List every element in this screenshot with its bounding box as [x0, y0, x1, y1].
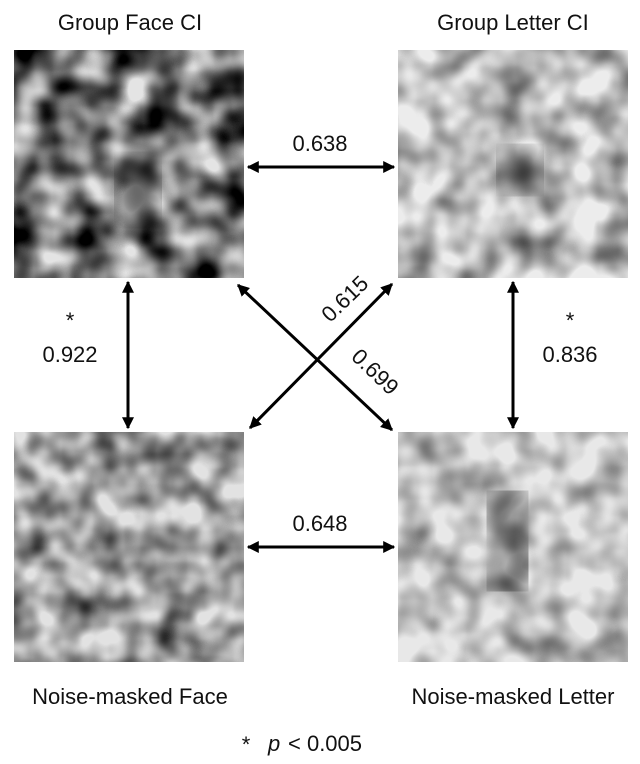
image-noise-masked-face [14, 432, 244, 662]
edge-label: 0.922 [42, 342, 97, 367]
diagram: Group Face CI Group Letter CI Noise-mask… [0, 0, 640, 764]
edge-label: 0.615 [316, 271, 373, 327]
node-label: Noise-masked Face [32, 684, 228, 709]
node-label: Noise-masked Letter [412, 684, 615, 709]
node-label: Group Letter CI [437, 10, 589, 35]
image-group-face [14, 50, 244, 278]
significance-marker: * [566, 308, 575, 333]
legend-symbol: * [242, 732, 251, 757]
edge-label: 0.836 [542, 342, 597, 367]
legend: * p < 0.005 [242, 731, 362, 757]
image-group-letter [398, 50, 628, 278]
image-noise-masked-letter [398, 432, 628, 662]
significance-marker: * [66, 308, 75, 333]
node-label: Group Face CI [58, 10, 202, 35]
edge-label: 0.648 [292, 511, 347, 536]
legend-condition: < 0.005 [288, 731, 362, 756]
legend-variable: p [267, 731, 280, 756]
edge-label: 0.638 [292, 131, 347, 156]
edge-label: 0.699 [347, 344, 404, 400]
